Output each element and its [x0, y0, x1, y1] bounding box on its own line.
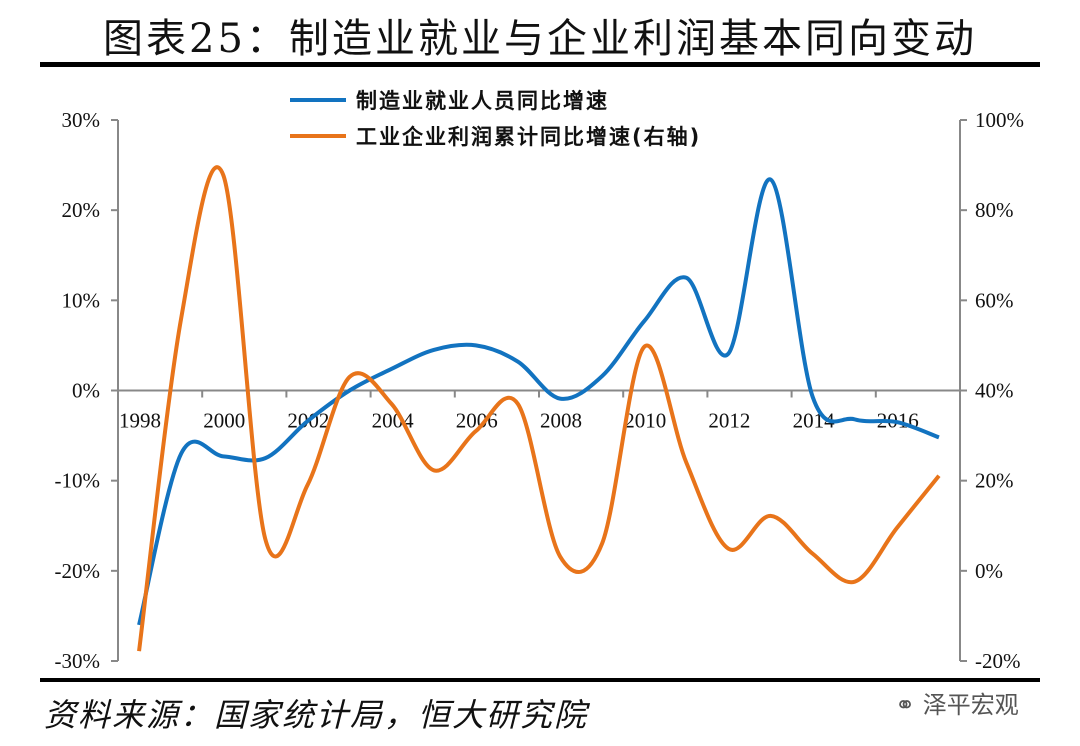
legend: 制造业就业人员同比增速 工业企业利润累计同比增速(右轴) — [290, 89, 701, 149]
right-tick-label: 100% — [975, 108, 1024, 132]
x-tick-label: 2008 — [540, 409, 582, 433]
left-tick-label: 10% — [62, 288, 101, 312]
left-tick-label: -10% — [55, 469, 101, 493]
right-tick-label: 20% — [975, 469, 1014, 493]
chart-title: 图表25：制造业就业与企业利润基本同向变动 — [103, 16, 977, 62]
right-tick-label: -20% — [975, 649, 1021, 673]
x-tick-label: 1998 — [119, 409, 161, 433]
right-tick-label: 40% — [975, 379, 1014, 403]
legend-label-profit: 工业企业利润累计同比增速(右轴) — [356, 125, 701, 149]
x-tick-label: 2000 — [203, 409, 245, 433]
x-tick-label: 2010 — [624, 409, 666, 433]
left-tick-label: 0% — [72, 379, 100, 403]
right-tick-label: 0% — [975, 559, 1003, 583]
left-tick-label: 30% — [62, 108, 101, 132]
left-tick-label: -30% — [55, 649, 101, 673]
bottom-rule — [40, 678, 1040, 682]
left-tick-label: -20% — [55, 559, 101, 583]
right-tick-label: 80% — [975, 198, 1014, 222]
right-tick-label: 60% — [975, 288, 1014, 312]
top-rule — [40, 62, 1040, 67]
legend-label-employment: 制造业就业人员同比增速 — [356, 89, 609, 113]
x-tick-label: 2012 — [708, 409, 750, 433]
wechat-icon: ⚭ — [895, 691, 916, 719]
source-note: 资料来源：国家统计局，恒大研究院 — [44, 696, 589, 734]
left-tick-label: 20% — [62, 198, 101, 222]
watermark-text: 泽平宏观 — [922, 691, 1019, 719]
watermark: ⚭ 泽平宏观 — [895, 685, 1019, 720]
